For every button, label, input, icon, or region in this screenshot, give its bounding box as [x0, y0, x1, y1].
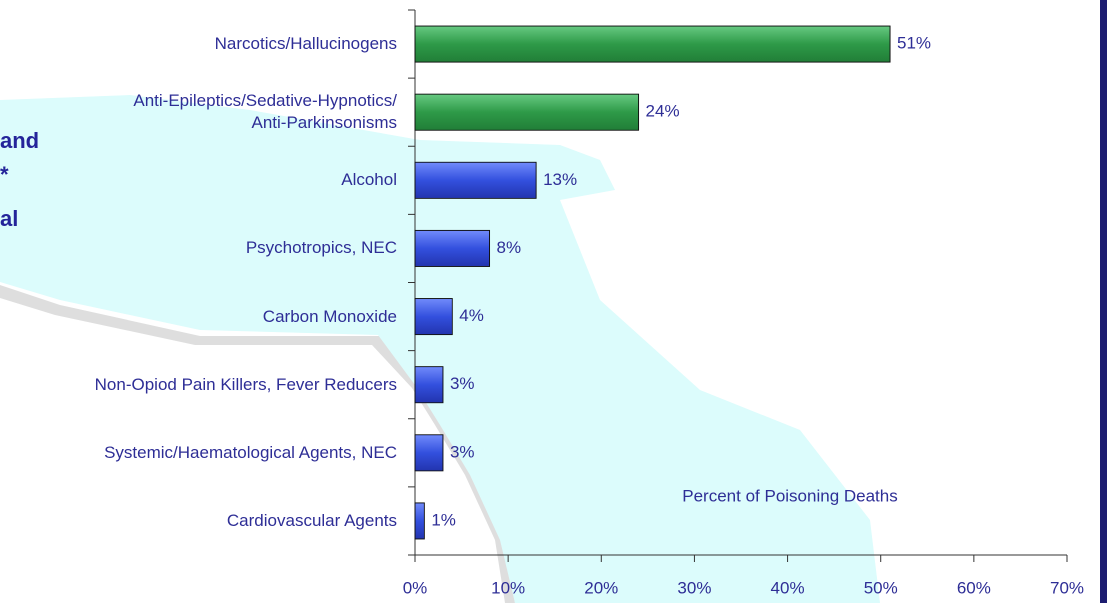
x-tick-label: 50% — [864, 578, 898, 597]
x-tick-label: 20% — [584, 578, 618, 597]
x-tick-label: 10% — [491, 578, 525, 597]
category-label: Non-Opiod Pain Killers, Fever Reducers — [94, 374, 397, 394]
category-label: Alcohol — [341, 170, 397, 190]
bar-shine — [415, 299, 452, 335]
background-text: and — [0, 128, 40, 153]
category-label: Psychotropics, NEC — [245, 238, 397, 258]
x-tick-label: 0% — [403, 578, 428, 597]
x-tick-label: 40% — [771, 578, 805, 597]
value-label: 3% — [450, 442, 475, 461]
value-label: 1% — [431, 510, 456, 529]
bar-shine — [415, 94, 639, 130]
frame-edge — [1100, 0, 1107, 603]
category-label: Carbon Monoxide — [262, 306, 397, 326]
category-label: Narcotics/Hallucinogens — [214, 34, 397, 54]
x-tick-label: 30% — [677, 578, 711, 597]
map — [0, 95, 880, 603]
background-text: al — [0, 206, 19, 231]
value-label: 4% — [459, 306, 484, 325]
value-label: 51% — [897, 34, 931, 53]
value-label: 24% — [646, 102, 680, 121]
category-label: Anti-Epileptics/Sedative-Hypnotics/ Anti… — [133, 91, 397, 133]
bar-shine — [415, 503, 424, 539]
value-label: 13% — [543, 170, 577, 189]
annotation: Percent of Poisoning Deaths — [682, 486, 897, 505]
background-text: * — [0, 162, 9, 187]
bar-shine — [415, 435, 443, 471]
category-label: Systemic/Haematological Agents, NEC — [104, 442, 397, 462]
bar-shine — [415, 162, 536, 198]
bar-shine — [415, 26, 890, 62]
x-tick-label: 70% — [1050, 578, 1084, 597]
bar-shine — [415, 367, 443, 403]
value-label: 8% — [497, 238, 522, 257]
bar-shine — [415, 230, 490, 266]
x-tick-label: 60% — [957, 578, 991, 597]
category-label: Cardiovascular Agents — [226, 510, 397, 530]
value-label: 3% — [450, 374, 475, 393]
